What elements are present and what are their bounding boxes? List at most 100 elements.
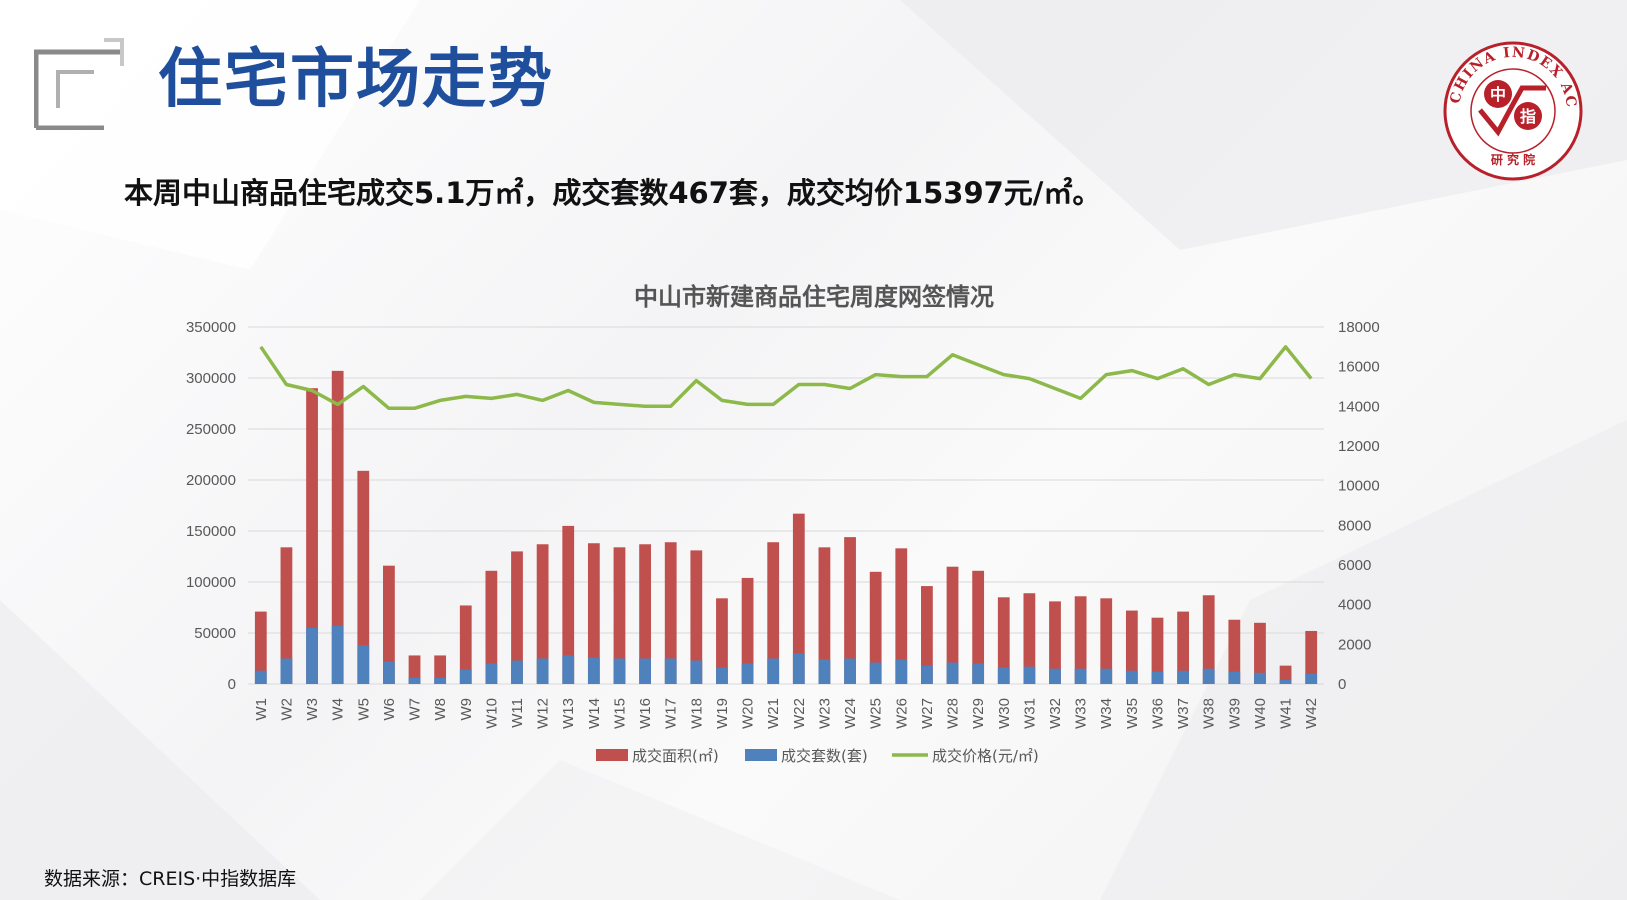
area-bar	[1202, 595, 1215, 684]
y-right-tick-label: 16000	[1338, 359, 1380, 376]
area-bar	[844, 537, 856, 684]
y-left-tick-label: 200000	[186, 472, 236, 489]
units-bar	[1125, 670, 1138, 684]
area-bar	[562, 525, 575, 684]
y-right-tick-label: 12000	[1338, 438, 1380, 455]
units-bar	[383, 661, 395, 684]
units-bar	[562, 655, 575, 684]
units-bar	[511, 660, 523, 684]
x-tick-label: W34	[1098, 698, 1115, 729]
units-bar	[434, 677, 447, 684]
y-right-tick-label: 2000	[1338, 636, 1371, 653]
area-bar	[767, 542, 780, 684]
x-tick-label: W8	[432, 698, 449, 721]
units-bar	[1023, 666, 1036, 684]
y-left-tick-label: 100000	[186, 574, 236, 591]
x-tick-label: W27	[919, 698, 936, 729]
area-bar	[306, 388, 318, 684]
area-bar	[1100, 598, 1113, 684]
x-tick-label: W35	[1124, 698, 1141, 729]
x-tick-label: W41	[1278, 698, 1295, 729]
x-tick-label: W3	[304, 698, 321, 721]
units-bar	[408, 677, 421, 684]
units-bar	[357, 645, 370, 684]
logo-char-2: 指	[1520, 107, 1536, 126]
y-left-tick-label: 250000	[186, 421, 236, 438]
units-bar	[664, 658, 677, 684]
area-bar	[357, 470, 370, 684]
x-tick-label: W32	[1047, 698, 1064, 729]
x-tick-label: W38	[1201, 698, 1218, 729]
y-left-tick-label: 300000	[186, 370, 236, 387]
area-bar	[1049, 601, 1061, 684]
area-bar	[869, 571, 882, 684]
x-tick-label: W7	[407, 698, 424, 721]
x-tick-label: W18	[688, 698, 705, 729]
units-bar	[1100, 668, 1113, 684]
x-tick-label: W2	[278, 698, 295, 721]
units-bar	[818, 659, 831, 684]
legend-label: 成交价格(元/㎡)	[932, 747, 1039, 765]
x-tick-label: W25	[868, 698, 885, 729]
units-bar	[1279, 679, 1292, 684]
y-left-tick-label: 150000	[186, 523, 236, 540]
units-bar	[997, 667, 1010, 684]
area-bar	[1023, 593, 1036, 684]
summary-text: 本周中山商品住宅成交5.1万㎡，成交套数467套，成交均价15397元/㎡。	[124, 176, 1102, 210]
area-bar	[895, 548, 908, 684]
area-bar	[1125, 610, 1138, 684]
x-tick-label: W31	[1021, 698, 1038, 729]
units-bar	[869, 662, 882, 684]
area-bar	[408, 655, 421, 684]
x-tick-label: W19	[714, 698, 731, 729]
units-bar	[1254, 672, 1266, 684]
legend-swatch	[596, 749, 628, 761]
units-bar	[690, 660, 703, 684]
area-bar	[690, 550, 703, 684]
area-bar	[331, 370, 344, 684]
x-tick-label: W37	[1175, 698, 1192, 729]
area-bar	[587, 543, 600, 684]
y-right-tick-label: 10000	[1338, 478, 1380, 495]
area-bar	[972, 570, 985, 684]
y-right-tick-label: 6000	[1338, 557, 1371, 574]
x-tick-label: W36	[1149, 698, 1166, 729]
data-source: 数据来源：CREIS·中指数据库	[44, 868, 297, 890]
area-bar	[1228, 619, 1241, 684]
x-tick-label: W10	[483, 698, 500, 729]
area-bar	[997, 597, 1010, 684]
x-tick-label: W30	[996, 698, 1013, 729]
y-left-tick-label: 50000	[194, 625, 236, 642]
units-bar	[844, 658, 856, 684]
chart-legend: 成交面积(㎡) 成交套数(套) 成交价格(元/㎡)	[596, 747, 1039, 765]
y-right-tick-label: 8000	[1338, 517, 1371, 534]
units-bar	[716, 667, 728, 684]
units-bar	[254, 670, 267, 684]
area-bar	[1279, 665, 1292, 684]
x-tick-label: W15	[611, 698, 628, 729]
units-bar	[613, 658, 626, 684]
area-bar	[921, 586, 933, 684]
area-bar	[946, 566, 959, 684]
area-bar	[383, 565, 395, 684]
area-bar	[664, 542, 677, 684]
x-tick-label: W29	[970, 698, 987, 729]
area-bar	[741, 577, 754, 684]
title-bracket-icon	[34, 38, 124, 130]
y-right-axis: 0 2000 4000 6000 8000 10000 12000 14000 16000 180…	[1338, 319, 1380, 693]
area-bar	[280, 547, 293, 684]
area-bar	[511, 551, 523, 684]
bar-series	[254, 370, 1318, 684]
chart-title: 中山市新建商品住宅周度网签情况	[634, 283, 994, 311]
units-bar	[767, 658, 780, 684]
x-tick-label: W11	[509, 698, 526, 728]
x-tick-label: W24	[842, 698, 859, 729]
area-bar	[613, 547, 626, 684]
legend-swatch	[745, 749, 777, 761]
units-bar	[331, 625, 344, 684]
x-tick-label: W13	[560, 698, 577, 729]
x-tick-label: W14	[586, 698, 603, 729]
legend-label: 成交面积(㎡)	[632, 747, 719, 765]
x-tick-label: W17	[663, 698, 680, 729]
